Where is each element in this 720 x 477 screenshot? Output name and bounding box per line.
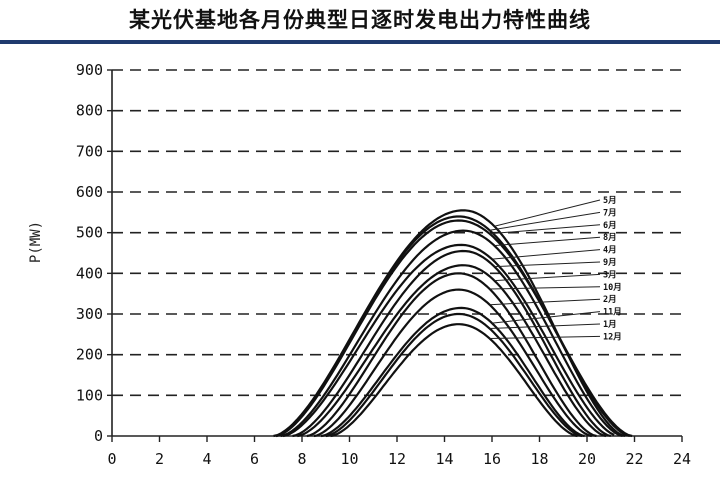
series-line-3 — [275, 219, 633, 438]
x-tick-label-0: 0 — [107, 450, 116, 468]
leader-line-3 — [489, 224, 601, 235]
y-tick-label-300: 300 — [76, 305, 103, 323]
y-tick-label-100: 100 — [76, 386, 103, 404]
leader-line-5 — [491, 249, 601, 260]
x-tick-label-4: 4 — [202, 450, 211, 468]
y-tick-label-600: 600 — [76, 183, 103, 201]
y-tick-label-800: 800 — [76, 102, 103, 120]
x-tick-label-12: 12 — [388, 450, 406, 468]
x-tick-label-20: 20 — [578, 450, 596, 468]
series-line-11 — [325, 312, 583, 438]
series-line-10 — [320, 306, 585, 438]
x-tick-label-24: 24 — [673, 450, 691, 468]
series-line-5 — [282, 243, 615, 438]
series-label-2: 7月 — [603, 208, 617, 218]
series-label-10: 11月 — [603, 308, 622, 318]
chart-axes — [107, 69, 683, 442]
title-divider — [0, 40, 720, 44]
y-tick-label-700: 700 — [76, 142, 103, 160]
y-tick-label-500: 500 — [76, 224, 103, 242]
series-label-1: 5月 — [603, 196, 617, 206]
x-tick-label-2: 2 — [155, 450, 164, 468]
legend-leader-lines — [489, 199, 601, 340]
series-label-12: 12月 — [603, 332, 622, 342]
series-label-7: 3月 — [603, 270, 617, 280]
leader-line-1 — [494, 199, 601, 227]
page-title: 某光伏基地各月份典型日逐时发电出力特性曲线 — [129, 8, 591, 32]
x-tick-label-22: 22 — [625, 450, 643, 468]
leader-line-8 — [489, 286, 601, 290]
series-line-12 — [330, 323, 578, 438]
series-label-11: 1月 — [603, 320, 617, 330]
y-tick-label-400: 400 — [76, 264, 103, 282]
leader-line-2 — [489, 211, 601, 231]
series-label-3: 6月 — [603, 221, 617, 231]
series-line-4 — [280, 229, 623, 438]
y-tick-label-900: 900 — [76, 61, 103, 79]
x-tick-label-6: 6 — [250, 450, 259, 468]
series-line-8 — [306, 272, 597, 438]
leader-line-10 — [491, 311, 601, 324]
series-line-7 — [297, 264, 607, 438]
series-lines — [273, 209, 633, 438]
x-tick-label-10: 10 — [340, 450, 358, 468]
series-line-9 — [313, 288, 593, 438]
leader-line-7 — [494, 273, 601, 282]
x-tick-label-8: 8 — [297, 450, 306, 468]
y-tick-label-0: 0 — [94, 427, 103, 445]
leader-line-4 — [494, 236, 601, 247]
leader-line-11 — [489, 323, 601, 330]
leader-line-12 — [489, 335, 601, 340]
series-label-8: 10月 — [603, 283, 622, 293]
series-label-5: 4月 — [603, 246, 617, 256]
leader-line-6 — [494, 261, 601, 268]
series-labels: 5月 7月 6月 8月 4月 9月 3月 10月 2月 11月 1月 12月 — [603, 196, 622, 342]
series-label-6: 9月 — [603, 258, 617, 268]
x-tick-label-14: 14 — [435, 450, 453, 468]
grid-lines — [112, 69, 682, 397]
series-label-9: 2月 — [603, 295, 617, 305]
y-tick-label-200: 200 — [76, 346, 103, 364]
leader-line-9 — [489, 298, 601, 306]
series-label-4: 8月 — [603, 233, 617, 243]
y-axis-label: P(MW) — [28, 221, 44, 263]
x-tick-label-16: 16 — [483, 450, 501, 468]
x-tick-label-18: 18 — [530, 450, 548, 468]
series-line-6 — [292, 249, 612, 438]
